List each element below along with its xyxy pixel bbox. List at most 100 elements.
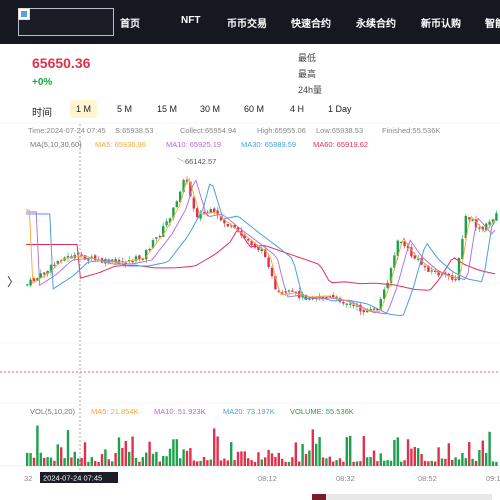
timeframe-30m-button[interactable]: 30 M: [200, 104, 221, 114]
volume-bar: [406, 439, 410, 466]
candle-body: [481, 226, 484, 230]
volume-bar: [253, 461, 257, 466]
candle-body: [457, 257, 461, 281]
peak-marker-line: [176, 157, 186, 163]
candle-body: [117, 259, 121, 263]
candle-body: [216, 210, 219, 216]
volume-bar: [491, 461, 495, 466]
candle-body: [46, 270, 49, 274]
volume-bar: [73, 451, 76, 466]
volume-bar: [325, 458, 328, 466]
candle-body: [151, 240, 155, 249]
site-logo[interactable]: [18, 8, 114, 36]
volume-bar: [474, 460, 478, 466]
timeframe-5m-button[interactable]: 5 M: [117, 104, 133, 114]
volume-bar: [29, 453, 32, 466]
volume-bar: [420, 453, 423, 466]
timeframe-1day-button[interactable]: 1 Day: [328, 104, 352, 114]
candle-body: [209, 209, 212, 214]
candle-body: [366, 310, 369, 313]
volume-bar: [471, 458, 474, 466]
volume-legend: VOLUME: 55.536K: [290, 407, 354, 416]
volume-bar: [485, 453, 488, 466]
volume-bar: [107, 459, 110, 466]
volume-bar: [457, 459, 461, 466]
volume-bar: [461, 452, 464, 466]
volume-bar: [182, 449, 185, 466]
volume-bar: [199, 460, 202, 466]
candle-body: [148, 248, 151, 251]
candle-body: [138, 255, 141, 260]
volume-bar: [209, 459, 212, 466]
candle-body: [270, 267, 274, 277]
volume-bar: [352, 461, 355, 466]
volume-bar: [393, 439, 396, 466]
volume-bar: [226, 460, 229, 466]
nav-item-quick-contract[interactable]: 快速合约: [291, 19, 331, 30]
volume-bar: [223, 458, 226, 466]
peak-price-label: 66142.57: [185, 157, 216, 166]
candle-body: [383, 289, 386, 299]
candle-body: [94, 255, 97, 261]
candle-body: [141, 258, 144, 260]
vol-ma20-legend: MA20: 73.197K: [223, 407, 275, 416]
volume-bar: [104, 449, 107, 466]
candle-body: [43, 272, 46, 275]
volume-bar: [413, 446, 416, 466]
volume-bar: [202, 456, 206, 466]
timeframe-4h-button[interactable]: 4 H: [290, 104, 305, 114]
candle-body: [277, 290, 280, 292]
volume-bar: [36, 425, 39, 466]
nav-item-new-coin-subscription[interactable]: 新币认购: [421, 19, 461, 30]
x-tick-label: 32: [24, 474, 32, 483]
info-high: High:65955.06: [257, 126, 306, 135]
volume-bar: [49, 457, 53, 466]
info-finished: Finished:55.536K: [382, 126, 440, 135]
nav-item-nft[interactable]: NFT: [181, 15, 201, 26]
candle-body: [471, 219, 474, 221]
candlestick-chart[interactable]: 66142.57 Time:2024-07-24 07:45 S:65938.5…: [0, 120, 500, 500]
nav-item-spot-trading[interactable]: 币币交易: [227, 19, 267, 30]
volume-bar: [284, 461, 287, 466]
broken-image-icon: [18, 8, 30, 20]
volume-bar: [440, 458, 444, 466]
volume-bar: [304, 454, 308, 466]
volume-bar: [403, 460, 406, 466]
volume-bar: [277, 452, 280, 466]
candle-body: [83, 255, 87, 260]
candle-body: [372, 308, 376, 310]
horizontal-scrollbar[interactable]: [312, 494, 492, 500]
volume-bar: [372, 450, 376, 466]
volume-bars-group: [26, 425, 498, 466]
chevron-left-icon[interactable]: 〉: [7, 275, 20, 289]
volume-bar: [376, 461, 379, 466]
timeframe-60m-button[interactable]: 60 M: [244, 104, 265, 114]
candle-body: [386, 282, 389, 289]
candle-body: [488, 221, 491, 225]
candle-body: [321, 296, 325, 298]
volume-bar: [121, 448, 124, 466]
candle-body: [267, 257, 270, 268]
nav-item-smart[interactable]: 智能: [485, 19, 500, 30]
volume-bar: [111, 461, 114, 466]
nav-item-perpetual-contract[interactable]: 永续合约: [356, 19, 396, 30]
timeframe-15m-button[interactable]: 15 M: [157, 104, 178, 114]
candle-body: [247, 239, 250, 241]
volume-bar: [141, 457, 144, 466]
candle-body: [345, 303, 348, 305]
x-tick-label: 08:52: [418, 474, 437, 483]
volume-bar: [124, 440, 127, 466]
nav-item-home[interactable]: 首页: [120, 19, 140, 30]
candle-body: [400, 241, 403, 244]
ma10-legend: MA10: 65925.19: [166, 140, 221, 149]
volume-bar: [250, 460, 253, 466]
candle-body: [182, 180, 185, 193]
volume-bar: [444, 458, 447, 466]
candle-body: [73, 254, 76, 259]
volume-bar: [240, 451, 243, 466]
scrollbar-thumb[interactable]: [312, 494, 326, 500]
timeframe-1m-button[interactable]: 1 M: [70, 100, 98, 118]
volume-bar: [294, 442, 297, 466]
volume-bar: [264, 457, 267, 466]
candle-body: [49, 264, 53, 273]
